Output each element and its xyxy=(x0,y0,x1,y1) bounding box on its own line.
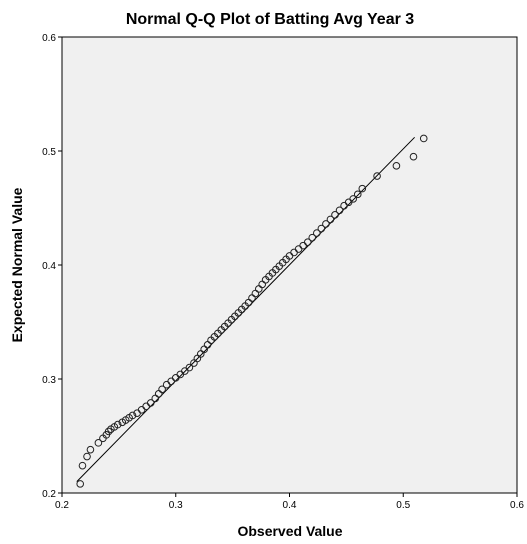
data-point xyxy=(78,461,87,470)
data-point xyxy=(83,452,91,461)
data-point xyxy=(313,229,321,237)
data-point xyxy=(326,215,335,224)
x-tick-label: 0.4 xyxy=(283,500,297,511)
x-tick-label: 0.6 xyxy=(510,500,524,511)
data-point xyxy=(146,399,155,407)
data-point xyxy=(409,152,418,161)
y-tick-label: 0.4 xyxy=(42,261,56,272)
data-point xyxy=(158,385,166,394)
x-tick-label: 0.5 xyxy=(396,500,410,511)
data-points xyxy=(76,134,428,488)
chart-title: Normal Q-Q Plot of Batting Avg Year 3 xyxy=(126,11,414,28)
data-point xyxy=(322,220,330,228)
data-point xyxy=(358,184,367,193)
y-tick-label: 0.5 xyxy=(42,147,56,158)
data-point xyxy=(335,206,344,215)
data-point xyxy=(373,172,381,180)
y-axis-ticks: 0.2 0.3 0.4 0.5 0.6 xyxy=(42,33,62,500)
data-point xyxy=(113,420,122,429)
x-axis-label: Observed Value xyxy=(237,523,342,539)
y-tick-label: 0.2 xyxy=(42,489,56,500)
data-point xyxy=(128,411,137,420)
data-point xyxy=(76,480,84,488)
y-tick-label: 0.3 xyxy=(42,375,56,386)
data-point xyxy=(94,439,103,447)
data-point xyxy=(331,211,339,219)
data-point xyxy=(317,224,326,233)
y-axis-label: Expected Normal Value xyxy=(9,187,25,342)
data-point xyxy=(349,195,358,203)
x-axis-ticks: 0.2 0.3 0.4 0.5 0.6 xyxy=(55,493,524,511)
data-point xyxy=(104,427,113,436)
data-point xyxy=(185,363,194,372)
data-point xyxy=(392,162,401,170)
data-point xyxy=(303,238,312,246)
data-point xyxy=(419,134,428,143)
x-tick-label: 0.2 xyxy=(55,500,69,511)
data-point xyxy=(86,445,95,454)
y-tick-label: 0.6 xyxy=(42,33,56,44)
data-point xyxy=(353,190,362,199)
data-point xyxy=(308,233,317,242)
x-tick-label: 0.3 xyxy=(169,500,183,511)
